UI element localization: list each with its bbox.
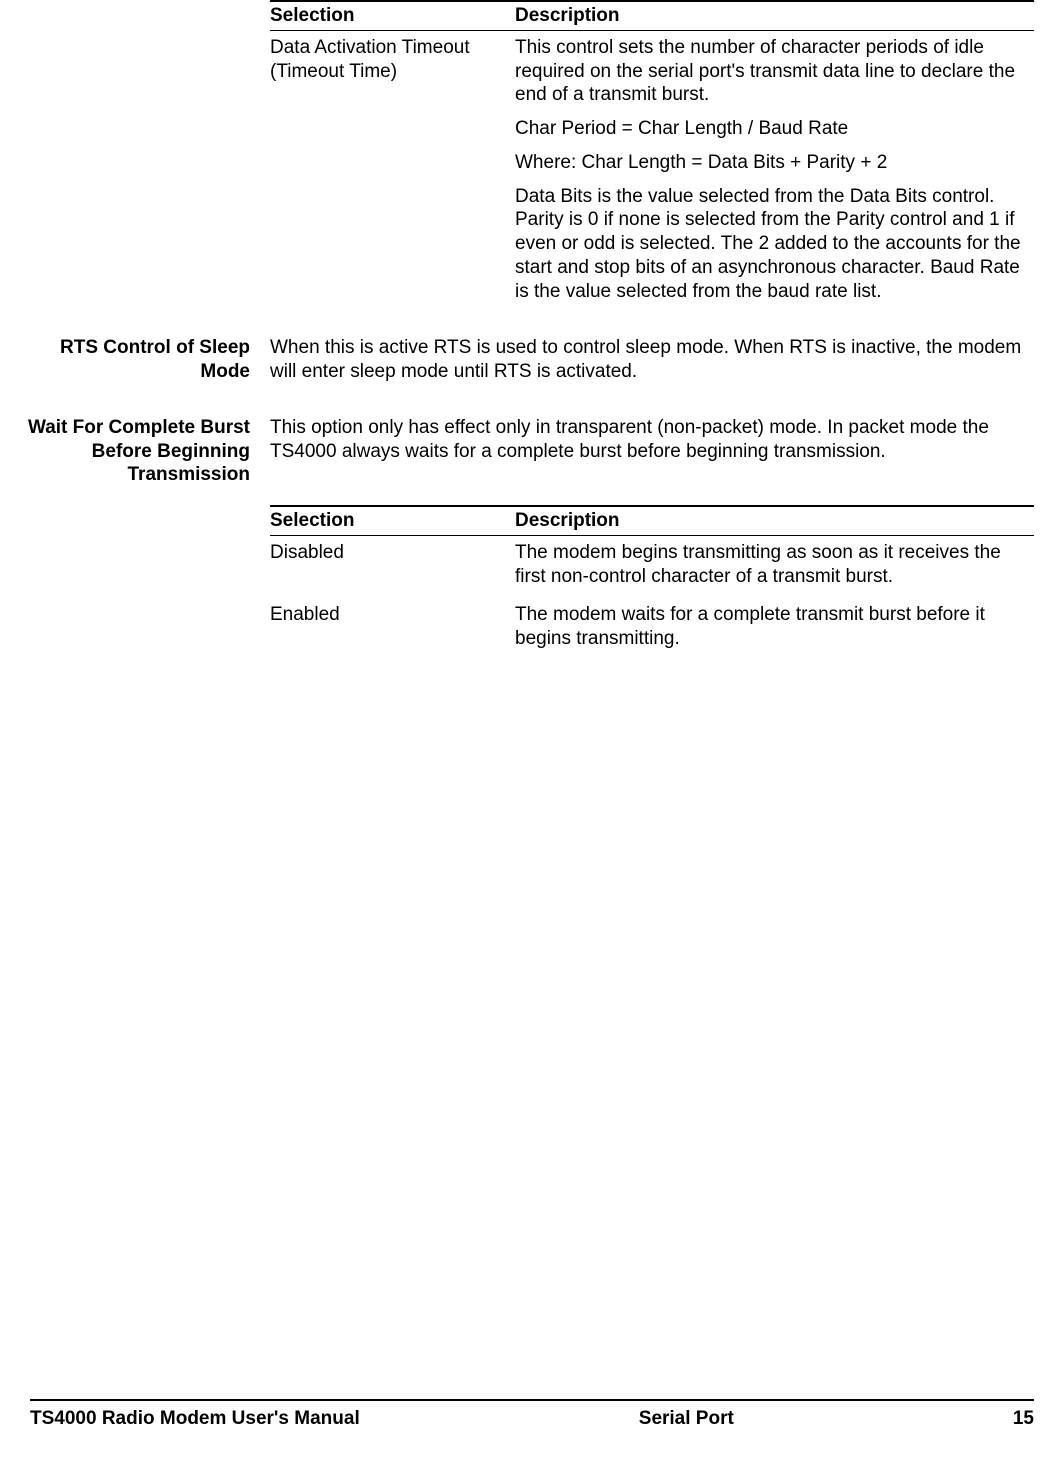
table1-desc-p1: This control sets the number of characte…: [515, 36, 1034, 107]
footer-right: 15: [1013, 1407, 1034, 1431]
footer-rule: [30, 1399, 1034, 1401]
wait-content: This option only has effect only in tran…: [270, 416, 1034, 487]
rts-content: When this is active RTS is used to contr…: [270, 336, 1034, 388]
table2-row-0: Disabled The modem begins transmitting a…: [270, 536, 1034, 594]
rts-text: When this is active RTS is used to contr…: [270, 336, 1034, 384]
rts-label: RTS Control of Sleep Mode: [10, 336, 270, 388]
page-body: Selection Description Data Activation Ti…: [0, 0, 1064, 656]
table1-content: Selection Description Data Activation Ti…: [270, 0, 1034, 308]
table1-header-selection: Selection: [270, 2, 515, 30]
table2-label-spacer: [10, 505, 270, 656]
table1-label-spacer: [10, 0, 270, 308]
table2-header-selection: Selection: [270, 507, 515, 535]
table2-header-description: Description: [515, 507, 1034, 535]
table2-row-1-selection: Enabled: [270, 601, 515, 653]
table2-header: Selection Description: [270, 505, 1034, 536]
section-rts: RTS Control of Sleep Mode When this is a…: [10, 336, 1034, 388]
table1: Selection Description Data Activation Ti…: [270, 0, 1034, 308]
footer-line: TS4000 Radio Modem User's Manual Serial …: [30, 1407, 1034, 1431]
table1-row: Selection Description Data Activation Ti…: [10, 0, 1034, 308]
wait-text: This option only has effect only in tran…: [270, 416, 1034, 464]
table1-desc-p2: Char Period = Char Length / Baud Rate: [515, 117, 1034, 141]
table1-selection-cell: Data Activation Timeout (Timeout Time): [270, 34, 515, 306]
wait-label: Wait For Complete Burst Before Beginning…: [10, 416, 270, 487]
table2-row-0-selection: Disabled: [270, 539, 515, 591]
footer-center: Serial Port: [639, 1407, 734, 1431]
section-wait: Wait For Complete Burst Before Beginning…: [10, 416, 1034, 487]
table2: Selection Description Disabled The modem…: [270, 505, 1034, 656]
table1-header-description: Description: [515, 2, 1034, 30]
table1-desc-p4: Data Bits is the value selected from the…: [515, 185, 1034, 304]
table2-content: Selection Description Disabled The modem…: [270, 505, 1034, 656]
table1-desc-p3: Where: Char Length = Data Bits + Parity …: [515, 151, 1034, 175]
footer-left: TS4000 Radio Modem User's Manual: [30, 1407, 360, 1431]
table2-row: Selection Description Disabled The modem…: [10, 505, 1034, 656]
table1-row-data: Data Activation Timeout (Timeout Time) T…: [270, 31, 1034, 309]
table2-row-0-description: The modem begins transmitting as soon as…: [515, 539, 1034, 591]
table2-row-1-description: The modem waits for a complete transmit …: [515, 601, 1034, 653]
table1-header: Selection Description: [270, 0, 1034, 31]
page-footer: TS4000 Radio Modem User's Manual Serial …: [30, 1399, 1034, 1431]
table2-row-1: Enabled The modem waits for a complete t…: [270, 593, 1034, 656]
table1-description-cell: This control sets the number of characte…: [515, 34, 1034, 306]
